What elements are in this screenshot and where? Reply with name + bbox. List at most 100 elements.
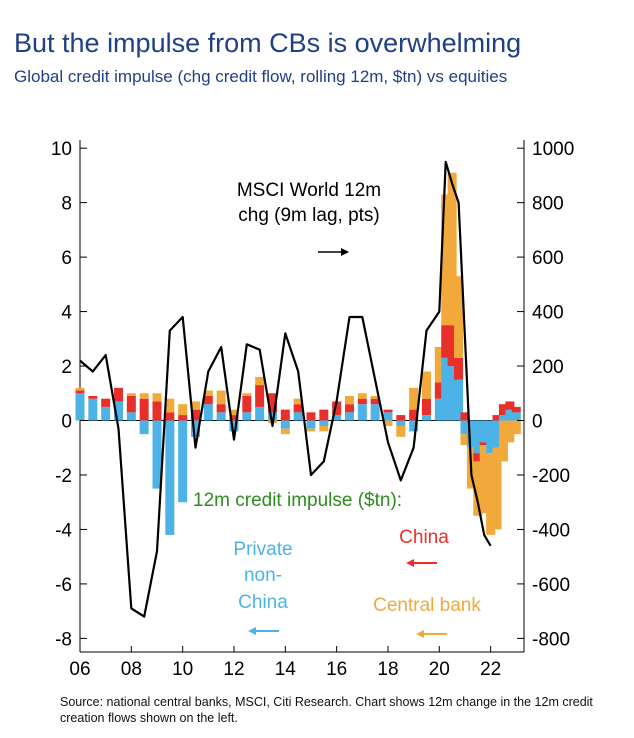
bar-central-bank: [216, 390, 226, 405]
bar-central-bank: [126, 393, 136, 396]
left-tick-label: 8: [61, 194, 72, 215]
china-arrow-icon: [406, 559, 437, 567]
bar-china: [178, 415, 188, 421]
bar-central-bank: [486, 453, 496, 535]
bar-private-non-china: [492, 420, 502, 448]
bar-private-non-china: [486, 420, 496, 454]
bar-china: [421, 398, 431, 416]
right-tick-label: -400: [532, 520, 570, 541]
left-tick-label: -6: [55, 575, 72, 596]
bar-private-non-china: [293, 412, 303, 421]
right-tick-label: 400: [532, 303, 564, 324]
bar-central-bank: [139, 393, 149, 399]
bar-central-bank: [441, 194, 451, 326]
right-tick-label: 200: [532, 357, 564, 378]
msci-annotation-line1: MSCI World 12m: [237, 180, 381, 201]
left-tick-label: -8: [55, 629, 72, 650]
bar-central-bank: [319, 425, 329, 432]
credit-impulse-chart: 1086420-2-4-6-810008006004002000-200-400…: [51, 139, 574, 680]
bar-central-bank: [473, 461, 483, 516]
bar-private-non-china: [319, 420, 329, 426]
bar-central-bank: [409, 387, 419, 410]
msci-series-line: [79, 160, 492, 618]
bar-china: [113, 387, 123, 402]
x-tick-label: 06: [69, 659, 90, 680]
bar-central-bank: [190, 401, 200, 410]
bar-china: [216, 404, 226, 413]
source-note: Source: national central banks, MSCI, Ci…: [60, 695, 593, 725]
bar-china: [203, 396, 213, 405]
x-tick-label: 20: [429, 659, 450, 680]
bar-central-bank: [344, 396, 354, 405]
bar-china: [434, 382, 444, 399]
bar-china: [396, 415, 406, 421]
bar-private-non-china: [434, 398, 444, 421]
bar-private-non-china: [370, 404, 380, 421]
bar-central-bank: [421, 371, 431, 399]
bar-china: [332, 401, 342, 416]
bar-private-non-china: [344, 412, 354, 421]
bar-central-bank: [434, 346, 444, 383]
left-tick-label: 6: [61, 248, 72, 269]
right-tick-label: 600: [532, 248, 564, 269]
private-arrow-icon: [248, 627, 279, 635]
bar-china: [75, 390, 85, 394]
bar-china: [190, 409, 200, 421]
left-tick-label: 2: [61, 357, 72, 378]
bar-china: [242, 396, 252, 413]
bar-private-non-china: [383, 412, 393, 421]
bar-private-non-china: [126, 412, 136, 421]
bar-central-bank: [229, 409, 239, 416]
bar-central-bank: [280, 428, 290, 435]
chart-title: But the impulse from CBs is overwhelming: [14, 28, 522, 58]
x-tick-label: 14: [275, 659, 297, 680]
x-tick-label: 10: [172, 659, 193, 680]
bar-private-non-china: [454, 379, 464, 421]
bar-central-bank: [165, 398, 175, 413]
bar-china: [511, 406, 521, 413]
bar-private-non-china: [479, 420, 489, 443]
bar-china: [460, 412, 470, 421]
bar-china: [139, 398, 149, 421]
bar-china: [344, 404, 354, 413]
bar-private-non-china: [466, 420, 476, 448]
bar-china: [383, 409, 393, 413]
left-tick-label: 0: [61, 412, 72, 433]
bar-central-bank: [152, 393, 162, 402]
bar-china: [454, 357, 464, 380]
x-tick-label: 12: [223, 659, 244, 680]
x-tick-label: 18: [377, 659, 398, 680]
bar-private-non-china: [332, 415, 342, 421]
bar-private-non-china: [267, 412, 277, 421]
right-tick-label: -600: [532, 575, 570, 596]
bar-china: [447, 325, 457, 367]
msci-arrow-icon: [318, 248, 349, 256]
bar-china: [280, 409, 290, 421]
tick-layer: 1086420-2-4-6-810008006004002000-200-400…: [51, 139, 574, 680]
bar-private-non-china: [409, 420, 419, 432]
bar-china: [479, 442, 489, 446]
bar-china: [505, 401, 515, 410]
bar-china: [319, 409, 329, 421]
x-tick-label: 22: [480, 659, 501, 680]
bar-layer: [75, 172, 521, 535]
bar-china: [229, 415, 239, 421]
bar-private-non-china: [306, 420, 316, 429]
bar-china: [357, 398, 367, 405]
central-bank-label: Central bank: [373, 595, 481, 616]
bar-private-non-china: [473, 420, 483, 454]
private-label-line2: non-: [244, 565, 282, 586]
bar-central-bank: [498, 420, 508, 462]
bar-china: [498, 404, 508, 416]
bar-private-non-china: [280, 420, 290, 429]
private-label-line3: China: [238, 592, 288, 613]
bar-central-bank: [203, 390, 213, 396]
bar-china: [101, 398, 111, 407]
x-tick-label: 16: [326, 659, 347, 680]
bar-china: [492, 415, 502, 421]
left-tick-label: 4: [61, 303, 72, 324]
bar-central-bank: [460, 434, 470, 446]
bar-central-bank: [75, 387, 85, 391]
left-tick-label: 10: [51, 139, 72, 160]
bar-central-bank: [178, 404, 188, 416]
